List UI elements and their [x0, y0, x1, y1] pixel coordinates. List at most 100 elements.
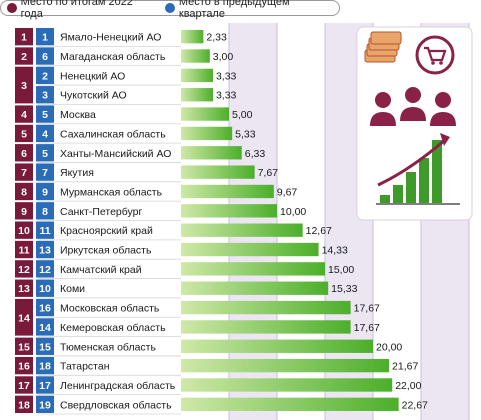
- chart-row: 3 Чукотский АО 3,33: [36, 86, 237, 104]
- legend: Место по итогам 2022 года Место в предыд…: [0, 0, 340, 20]
- value-label: 12,67: [306, 225, 332, 237]
- previous-rank-box: [36, 28, 54, 46]
- region-name: Магаданская область: [60, 51, 166, 63]
- value-label: 3,00: [213, 51, 234, 63]
- region-name: Сахалинская область: [60, 128, 166, 140]
- current-rank-cell: 15: [15, 337, 33, 355]
- current-rank-cell: 10: [15, 221, 33, 239]
- current-rank-box: [15, 144, 33, 162]
- previous-rank-box: [36, 86, 54, 104]
- region-name: Ямало-Ненецкий АО: [60, 32, 161, 44]
- cart-icon: [424, 46, 447, 62]
- value-label: 6,33: [245, 148, 266, 160]
- legend-label-previous-rank: Место в предыдущем квартале: [178, 0, 290, 20]
- value-label: 20,00: [376, 341, 402, 353]
- person-head-icon: [405, 87, 421, 103]
- current-rank-box: [15, 47, 33, 65]
- legend-item-current-rank: Место по итогам 2022 года: [7, 0, 153, 20]
- previous-rank-box: [36, 376, 54, 394]
- current-rank-label: 12: [18, 264, 30, 276]
- region-name: Тюменская область: [60, 341, 156, 353]
- chart-row: 11 Красноярский край 12,67: [36, 221, 332, 239]
- previous-rank-box: [36, 144, 54, 162]
- economy-growth-icon: [356, 26, 473, 221]
- previous-rank-label: 4: [42, 128, 48, 140]
- chart-row: 7 Якутия 7,67: [36, 163, 278, 181]
- current-rank-box: [15, 260, 33, 278]
- previous-rank-label: 6: [42, 51, 48, 63]
- region-name: Иркутская область: [60, 245, 152, 257]
- current-rank-label: 9: [21, 206, 27, 218]
- current-rank-box: [15, 182, 33, 201]
- value-label: 3,33: [216, 90, 237, 102]
- growth-bar-icon: [419, 158, 429, 203]
- region-name: Коми: [60, 283, 85, 295]
- current-rank-cell: 3: [15, 66, 33, 104]
- region-name: Чукотский АО: [60, 90, 127, 102]
- current-rank-label: 18: [18, 399, 30, 411]
- previous-rank-box: [36, 337, 54, 355]
- legend-dot-previous-rank: [165, 3, 175, 13]
- current-rank-cell: 18: [15, 395, 33, 413]
- current-rank-cell: 2: [15, 47, 33, 65]
- previous-rank-box: [36, 318, 54, 336]
- value-bar: [181, 49, 210, 63]
- value-bar: [181, 146, 242, 160]
- previous-rank-box: [36, 240, 54, 259]
- previous-rank-label: 19: [39, 399, 51, 411]
- value-bar: [181, 204, 277, 218]
- current-rank-cell: 6: [15, 144, 33, 162]
- value-bar: [181, 88, 213, 102]
- person-head-icon: [435, 92, 451, 108]
- value-bar: [181, 30, 204, 44]
- previous-rank-label: 11: [39, 225, 50, 237]
- previous-rank-label: 10: [39, 283, 51, 295]
- previous-rank-label: 18: [39, 361, 51, 373]
- current-rank-cell: 4: [15, 105, 33, 123]
- money-bill-icon: [370, 31, 402, 45]
- current-rank-label: 5: [21, 128, 27, 140]
- previous-rank-label: 13: [39, 245, 51, 257]
- previous-rank-box: [36, 202, 54, 220]
- chart-row: 10 Коми 15,33: [36, 279, 358, 297]
- current-rank-cell: 14: [15, 298, 33, 336]
- region-name: Кемеровская область: [60, 322, 166, 334]
- region-name: Ленинградская область: [60, 380, 176, 392]
- region-name: Московская область: [60, 303, 160, 315]
- person-head-icon: [375, 92, 391, 108]
- cart-wheel-icon: [431, 61, 435, 65]
- current-rank-label: 4: [21, 109, 27, 121]
- current-rank-box: [15, 221, 33, 239]
- previous-rank-label: 17: [39, 380, 51, 392]
- value-bar: [181, 300, 351, 315]
- value-label: 5,00: [232, 109, 253, 121]
- current-rank-label: 10: [18, 225, 30, 237]
- previous-rank-box: [36, 260, 54, 278]
- growth-arrow-icon: [377, 138, 446, 187]
- chart-row: 18 Татарстан 21,67: [36, 356, 418, 375]
- value-bar: [181, 165, 255, 179]
- previous-rank-label: 3: [42, 90, 48, 102]
- illustration-frame: [356, 26, 473, 221]
- previous-rank-box: [36, 395, 54, 413]
- current-rank-cell: 7: [15, 163, 33, 181]
- value-bar: [181, 184, 274, 199]
- current-rank-box: [15, 66, 33, 104]
- chart-row: 17 Ленинградская область 22,00: [36, 376, 422, 394]
- value-label: 15,33: [331, 283, 357, 295]
- current-rank-label: 11: [18, 245, 29, 257]
- value-label: 9,67: [277, 186, 298, 198]
- region-name: Камчатский край: [60, 264, 142, 276]
- value-bar: [181, 262, 325, 276]
- previous-rank-label: 15: [39, 341, 51, 353]
- previous-rank-label: 14: [39, 322, 51, 334]
- current-rank-label: 15: [18, 341, 30, 353]
- previous-rank-box: [36, 124, 54, 143]
- value-bar: [181, 223, 303, 237]
- previous-rank-label: 5: [42, 148, 48, 160]
- current-rank-box: [15, 105, 33, 123]
- current-rank-box: [15, 240, 33, 259]
- chart-row: 5 Ханты-Мансийский АО 6,33: [36, 144, 266, 162]
- value-label: 21,67: [392, 361, 418, 373]
- previous-rank-box: [36, 221, 54, 239]
